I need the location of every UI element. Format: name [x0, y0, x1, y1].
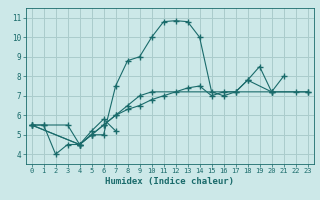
X-axis label: Humidex (Indice chaleur): Humidex (Indice chaleur)	[105, 177, 234, 186]
